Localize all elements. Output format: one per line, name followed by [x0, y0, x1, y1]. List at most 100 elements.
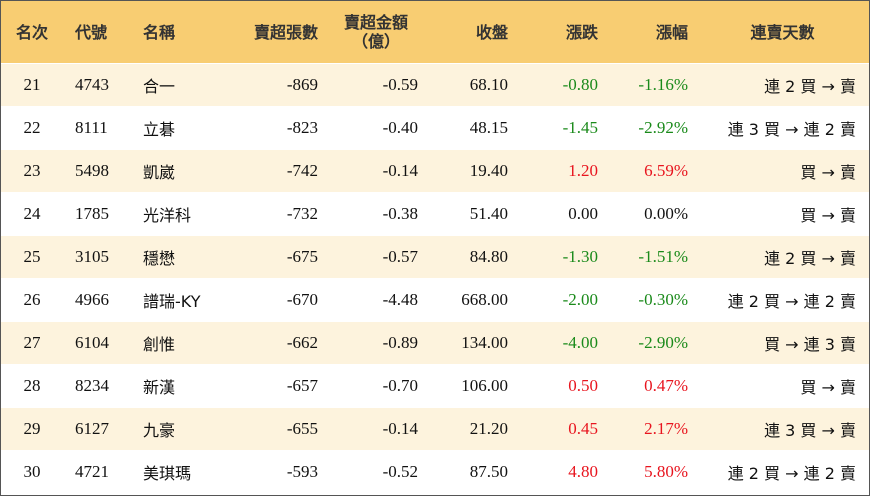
- table-row: 23 5498 凱崴 -742 -0.14 19.40 1.20 6.59% 買 → 賣: [1, 149, 869, 193]
- close-cell: 48.15: [426, 106, 516, 150]
- rank-cell: 28: [1, 364, 63, 408]
- rank-cell: 27: [1, 321, 63, 365]
- close-cell: 87.50: [426, 450, 516, 493]
- days-cell: 連 3 買 → 連 2 賣: [696, 106, 869, 150]
- sell-amount-cell: -0.52: [326, 450, 426, 493]
- sell-amount-cell: -0.89: [326, 321, 426, 365]
- header-line: （億）: [351, 32, 400, 51]
- code-cell: 8234: [63, 364, 131, 408]
- change-pct-cell: 2.17%: [606, 407, 696, 451]
- days-cell: 連 2 買 → 連 2 賣: [696, 278, 869, 322]
- days-cell: 連 3 買 → 賣: [696, 407, 869, 451]
- name-cell: 譜瑞-KY: [131, 278, 231, 322]
- header-cell: 名次: [1, 1, 63, 64]
- rank-cell: 23: [1, 149, 63, 193]
- code-cell: 6127: [63, 407, 131, 451]
- sell-lots-cell: -670: [231, 278, 326, 322]
- rank-cell: 22: [1, 106, 63, 150]
- rank-cell: 30: [1, 450, 63, 493]
- change-cell: 0.50: [516, 364, 606, 408]
- name-cell: 光洋科: [131, 192, 231, 236]
- sell-amount-cell: -4.48: [326, 278, 426, 322]
- code-cell: 3105: [63, 235, 131, 279]
- sell-amount-cell: -0.14: [326, 149, 426, 193]
- rank-cell: 25: [1, 235, 63, 279]
- close-cell: 134.00: [426, 321, 516, 365]
- sell-lots-cell: -662: [231, 321, 326, 365]
- code-cell: 6104: [63, 321, 131, 365]
- sell-lots-cell: -869: [231, 63, 326, 107]
- sell-lots-cell: -593: [231, 450, 326, 493]
- rank-cell: 21: [1, 63, 63, 107]
- change-pct-cell: -1.51%: [606, 235, 696, 279]
- sell-lots-cell: -732: [231, 192, 326, 236]
- change-pct-cell: -2.92%: [606, 106, 696, 150]
- sell-lots-cell: -657: [231, 364, 326, 408]
- name-cell: 合一: [131, 63, 231, 107]
- change-cell: -1.30: [516, 235, 606, 279]
- sell-amount-cell: -0.38: [326, 192, 426, 236]
- header-cell: 收盤: [426, 1, 516, 64]
- table-row: 30 4721 美琪瑪 -593 -0.52 87.50 4.80 5.80% 連 2 買 → …: [1, 450, 869, 493]
- header-cell: 名稱: [131, 1, 231, 64]
- code-cell: 4743: [63, 63, 131, 107]
- change-pct-cell: 5.80%: [606, 450, 696, 493]
- sell-lots-cell: -655: [231, 407, 326, 451]
- sell-amount-cell: -0.57: [326, 235, 426, 279]
- table-row: 27 6104 創惟 -662 -0.89 134.00 -4.00 -2.90% 買 → 連 …: [1, 321, 869, 365]
- close-cell: 106.00: [426, 364, 516, 408]
- name-cell: 穩懋: [131, 235, 231, 279]
- header-cell: 漲跌: [516, 1, 606, 64]
- sell-amount-cell: -0.59: [326, 63, 426, 107]
- change-pct-cell: 0.47%: [606, 364, 696, 408]
- code-cell: 4721: [63, 450, 131, 493]
- table-row: 28 8234 新漢 -657 -0.70 106.00 0.50 0.47% 買 → 賣: [1, 364, 869, 408]
- change-pct-cell: 6.59%: [606, 149, 696, 193]
- header-cell: 代號: [63, 1, 131, 64]
- sell-lots-cell: -675: [231, 235, 326, 279]
- header-cell: 賣超張數: [231, 1, 326, 64]
- rank-cell: 24: [1, 192, 63, 236]
- change-cell: -4.00: [516, 321, 606, 365]
- close-cell: 21.20: [426, 407, 516, 451]
- header-cell: 連賣天數: [696, 1, 869, 64]
- close-cell: 51.40: [426, 192, 516, 236]
- change-cell: -0.80: [516, 63, 606, 107]
- name-cell: 立碁: [131, 106, 231, 150]
- table-row: 29 6127 九豪 -655 -0.14 21.20 0.45 2.17% 連 3 買 → 賣: [1, 407, 869, 451]
- name-cell: 凱崴: [131, 149, 231, 193]
- days-cell: 買 → 連 3 賣: [696, 321, 869, 365]
- sell-lots-cell: -742: [231, 149, 326, 193]
- change-cell: -1.45: [516, 106, 606, 150]
- sell-lots-cell: -823: [231, 106, 326, 150]
- change-cell: -2.00: [516, 278, 606, 322]
- name-cell: 創惟: [131, 321, 231, 365]
- change-pct-cell: 0.00%: [606, 192, 696, 236]
- header-cell: 漲幅: [606, 1, 696, 64]
- rank-cell: 26: [1, 278, 63, 322]
- days-cell: 連 2 買 → 連 2 賣: [696, 450, 869, 493]
- header-row: 名次 代號 名稱 賣超張數 賣超金額 （億） 收盤 漲跌 漲幅 連賣天數: [1, 1, 869, 64]
- change-cell: 4.80: [516, 450, 606, 493]
- sell-amount-cell: -0.40: [326, 106, 426, 150]
- header-line: 賣超金額: [343, 13, 408, 32]
- code-cell: 1785: [63, 192, 131, 236]
- rank-cell: 29: [1, 407, 63, 451]
- days-cell: 買 → 賣: [696, 192, 869, 236]
- close-cell: 68.10: [426, 63, 516, 107]
- name-cell: 美琪瑪: [131, 450, 231, 493]
- name-cell: 九豪: [131, 407, 231, 451]
- table-row: 22 8111 立碁 -823 -0.40 48.15 -1.45 -2.92% 連 3 買 →…: [1, 106, 869, 150]
- table-row: 26 4966 譜瑞-KY -670 -4.48 668.00 -2.00 -0.30% 連 2…: [1, 278, 869, 322]
- days-cell: 連 2 買 → 賣: [696, 63, 869, 107]
- sell-amount-cell: -0.14: [326, 407, 426, 451]
- name-cell: 新漢: [131, 364, 231, 408]
- code-cell: 5498: [63, 149, 131, 193]
- change-pct-cell: -0.30%: [606, 278, 696, 322]
- days-cell: 買 → 賣: [696, 149, 869, 193]
- table-row: 24 1785 光洋科 -732 -0.38 51.40 0.00 0.00% 買 → 賣: [1, 192, 869, 236]
- code-cell: 8111: [63, 106, 131, 150]
- change-cell: 1.20: [516, 149, 606, 193]
